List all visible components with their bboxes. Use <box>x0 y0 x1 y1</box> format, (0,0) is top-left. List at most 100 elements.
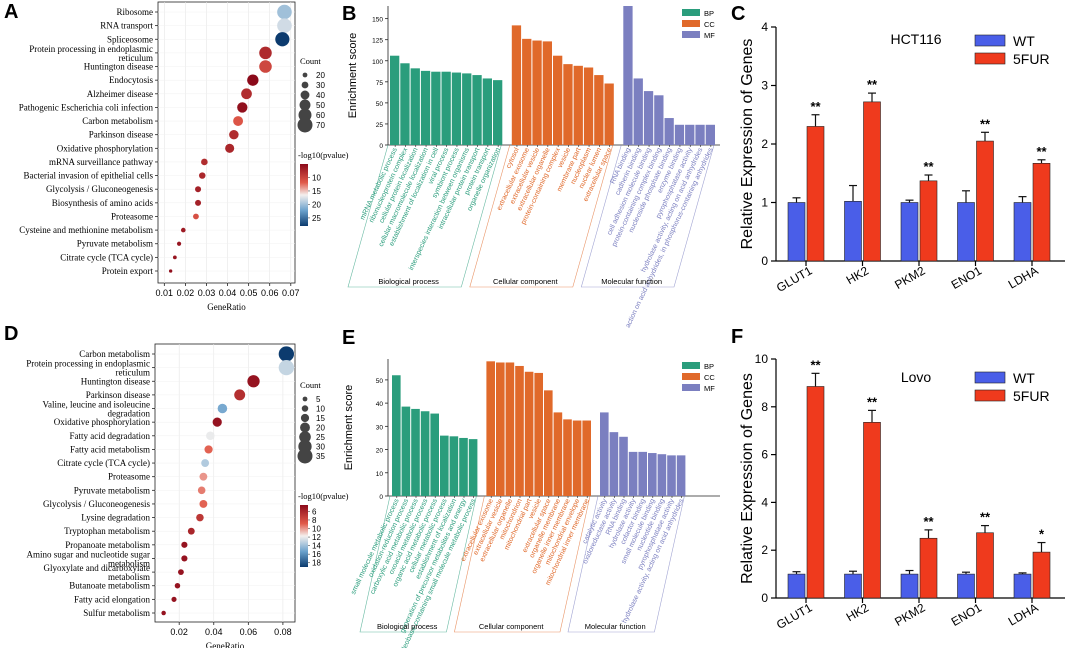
bar-cc <box>604 83 614 145</box>
legend-label: CC <box>704 373 715 382</box>
bar-mf <box>609 432 619 496</box>
data-point <box>187 527 195 535</box>
size-legend-title: Count <box>300 56 321 66</box>
significance-marker: ** <box>1036 144 1047 159</box>
x-tick-label: 0.02 <box>170 627 188 637</box>
size-legend-label: 70 <box>316 121 325 130</box>
qpcr-chart-C: C HCT116 0 1 2 3 4 Relative Expression of Genes… <box>731 3 1065 295</box>
size-legend-label: 20 <box>316 424 325 433</box>
x-axis-title: GeneRatio <box>206 641 245 648</box>
category-label: ENO1 <box>949 600 985 629</box>
color-bar-label: 25 <box>312 214 321 223</box>
bar-bp <box>411 408 420 496</box>
size-legend-label: 40 <box>316 91 325 100</box>
legend-swatch <box>682 31 700 38</box>
data-point <box>176 241 182 246</box>
x-tick-label: 0.03 <box>198 288 216 298</box>
y-tick-label: 4 <box>761 495 768 509</box>
size-legend-dot <box>301 81 309 89</box>
color-legend-title: -log10(pvalue) <box>298 491 349 501</box>
data-point <box>278 346 295 362</box>
term-label: Pathogenic Escherichia coli infection <box>19 102 154 112</box>
bar-cc <box>486 361 495 496</box>
bar-mf <box>600 412 609 496</box>
bar-wt <box>787 573 806 599</box>
bar-mf <box>654 95 664 145</box>
term-label: Protein processing in endoplasmic reticul… <box>26 359 150 378</box>
bar-bp <box>449 436 459 496</box>
y-tick-label: 3 <box>761 79 768 93</box>
data-point <box>229 129 239 140</box>
chart-title: Lovo <box>901 369 932 385</box>
bar-bp <box>493 80 503 145</box>
bar-cc <box>542 41 552 145</box>
term-label: Parkinson disease <box>86 390 150 400</box>
bar-bp <box>392 375 401 496</box>
category-label: PKM2 <box>892 600 928 629</box>
bar-cc <box>553 55 563 145</box>
x-tick-label: 0.05 <box>240 288 258 298</box>
group-label: Molecular function <box>585 622 646 631</box>
bar-cc <box>573 65 583 145</box>
bar-cc <box>583 67 594 145</box>
data-point <box>199 472 208 481</box>
bar-bp <box>441 71 451 145</box>
bar-cc <box>544 390 553 496</box>
bar-cc <box>496 362 505 496</box>
term-label: Oxidative phosphorylation <box>57 143 154 153</box>
bar-bp <box>462 73 472 145</box>
data-point <box>247 74 259 86</box>
color-bar-label: 14 <box>312 542 321 551</box>
bar-mf <box>628 451 638 496</box>
panel-letter-C: C <box>731 3 745 25</box>
data-point <box>234 389 246 401</box>
bar-cc <box>594 75 604 145</box>
group-bracket <box>454 495 591 633</box>
term-label: Proteasome <box>108 472 150 482</box>
data-point <box>277 4 292 20</box>
bar-wt <box>900 573 919 599</box>
bar-bp <box>420 411 430 496</box>
legend-swatch <box>974 371 1006 384</box>
group-label: Biological process <box>377 622 438 631</box>
y-tick-label: 4 <box>761 20 768 34</box>
term-label: Glyoxylate and dicarboxylate metabolism <box>44 563 150 582</box>
size-legend-label: 10 <box>316 405 325 414</box>
x-tick-label: 0.07 <box>282 288 300 298</box>
legend-swatch <box>974 52 1006 65</box>
group-bracket <box>359 495 477 633</box>
y-tick-label: 20 <box>376 448 384 455</box>
term-label: Propanoate metabolism <box>65 540 150 550</box>
bar-5fur <box>806 386 825 599</box>
size-legend-label: 15 <box>316 414 325 423</box>
x-tick-label: 0.06 <box>261 288 279 298</box>
color-bar-label: 12 <box>312 533 321 542</box>
significance-marker: ** <box>980 510 991 525</box>
term-label: Ribosome <box>116 7 153 17</box>
term-label: Fatty acid elongation <box>74 594 150 604</box>
bar-bp <box>410 68 420 145</box>
bar-cc <box>553 412 563 496</box>
bar-cc <box>563 64 573 145</box>
legend-label: 5FUR <box>1013 51 1050 67</box>
term-label: Fatty acid metabolism <box>70 444 150 454</box>
bar-wt <box>844 201 862 262</box>
size-legend-dot <box>302 72 308 78</box>
data-point <box>181 555 188 562</box>
y-tick-label: 2 <box>761 137 768 151</box>
term-label: Oxidative phosphorylation <box>54 417 151 427</box>
term-label: Lysine degradation <box>81 513 150 523</box>
dotplot-D: D 0.02 0.04 0.06 0.08 GeneRatio Carbon metabol… <box>4 323 349 648</box>
data-point <box>277 18 292 33</box>
legend-label: CC <box>704 20 715 29</box>
color-bar-label: 8 <box>312 516 317 525</box>
term-label: Glycolysis / Gluconeogenesis <box>46 184 153 194</box>
y-tick-label: 50 <box>376 101 384 108</box>
significance-marker: ** <box>810 99 821 114</box>
bar-bp <box>459 437 468 496</box>
data-point <box>225 143 235 153</box>
term-label: Protein processing in endoplasmic reticul… <box>29 44 153 63</box>
data-point <box>237 102 248 113</box>
legend-label: MF <box>704 31 715 40</box>
